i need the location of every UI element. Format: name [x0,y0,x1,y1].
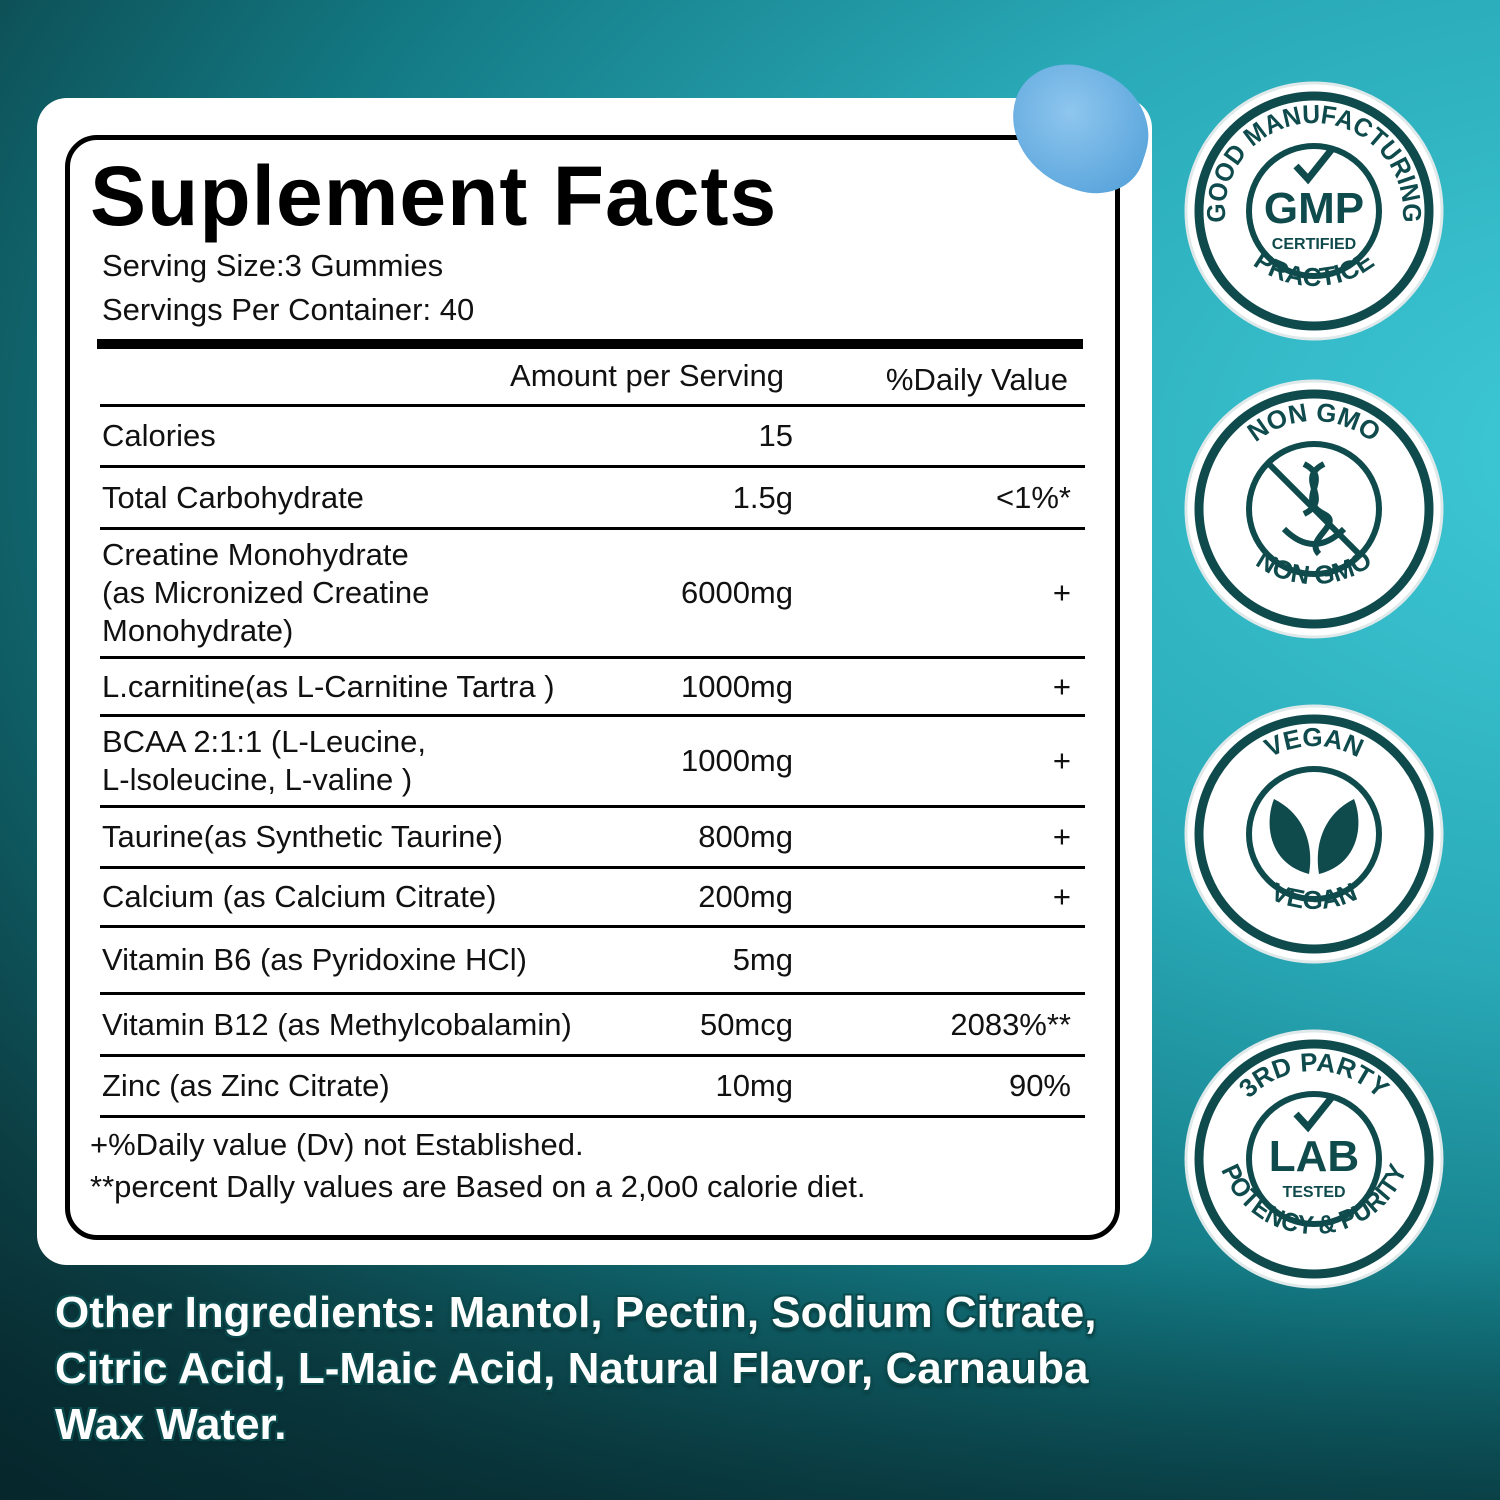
nutrient-dv: <1%* [996,479,1071,515]
nutrient-row: BCAA 2:1:1 (L-Leucine, L-lsoleucine, L-v… [100,714,1085,805]
nutrient-amount: 5mg [732,942,793,977]
nutrient-row: Creatine Monohydrate (as Micronized Crea… [100,527,1085,656]
footnote-dv: +%Daily value (Dv) not Established. [90,1127,584,1162]
nutrient-amount: 6000mg [680,575,793,610]
nutrient-row: Taurine(as Synthetic Taurine) 800mg + [100,805,1085,866]
nutrient-amount: 1000mg [680,668,793,704]
badge-center-text: LAB [1269,1132,1359,1181]
nutrient-row: L.carnitine(as L-Carnitine Tartra ) 1000… [100,656,1085,714]
divider [97,339,1083,349]
nutrient-name: Calcium (as Calcium Citrate) [102,879,497,914]
nutrient-amount: 1.5g [732,479,793,515]
facts-card [37,98,1152,1265]
footnote-percent: **percent Dally values are Based on a 2,… [90,1169,866,1204]
nutrient-amount: 1000mg [680,743,793,778]
nutrient-row: Calories 15 [100,404,1085,465]
badge-3rd-party: 3RD PARTY POTENCY & PURITY LAB TESTED [1184,1029,1444,1289]
dv-header: %Daily Value [885,362,1068,397]
nutrient-name: Total Carbohydrate [102,479,364,515]
badge-center-text: GMP [1264,184,1364,233]
nutrient-amount: 15 [758,418,793,453]
nutrient-name: Vitamin B12 (as Methylcobalamin) [102,1006,572,1042]
nutrient-row: Total Carbohydrate 1.5g <1%* [100,465,1085,527]
badge-good-manufacturing: GOOD MANUFACTURING PRACTICE GMP CERTIFIE… [1184,81,1444,341]
nutrient-name: Creatine Monohydrate (as Micronized Crea… [102,537,430,648]
dna-crossed-icon [1266,461,1362,557]
check-icon [1293,146,1335,185]
nutrient-name: Zinc (as Zinc Citrate) [102,1068,390,1103]
nutrient-dv: + [1052,575,1071,610]
nutrient-amount: 200mg [698,879,793,914]
other-ingredients: Other Ingredients: Mantol, Pectin, Sodiu… [55,1288,1097,1449]
nutrient-name: BCAA 2:1:1 (L-Leucine, L-lsoleucine, L-v… [102,724,426,797]
badge-vegan: VEGAN VEGAN [1184,704,1444,964]
nutrient-name: Calories [102,418,216,453]
nutrient-dv: + [1052,879,1071,914]
leaves-icon [1269,799,1359,874]
nutrient-row: Vitamin B6 (as Pyridoxine HCl) 5mg [100,925,1085,992]
facts-border [65,135,1120,1240]
nutrient-dv: 2083%** [950,1006,1071,1042]
background-shade [0,1250,1500,1500]
nutrient-row: Vitamin B12 (as Methylcobalamin) 50mcg 2… [100,992,1085,1054]
nutrient-name: L.carnitine(as L-Carnitine Tartra ) [102,668,555,704]
nutrient-dv: 90% [1008,1068,1071,1103]
nutrient-name: Taurine(as Synthetic Taurine) [102,819,503,854]
servings-per-container: Servings Per Container: 40 [102,292,475,327]
nutrient-row: Zinc (as Zinc Citrate) 10mg 90% [100,1054,1085,1118]
badge-sub-text: CERTIFIED [1272,236,1356,253]
panel-title: Suplement Facts [90,149,778,243]
nutrient-amount: 50mcg [699,1006,793,1042]
serving-size: Serving Size:3 Gummies [102,248,444,283]
nutrient-name: Vitamin B6 (as Pyridoxine HCl) [102,942,527,977]
nutrient-row: Calcium (as Calcium Citrate) 200mg + [100,866,1085,925]
nutrient-table: Calories 15 Total Carbohydrate 1.5g <1%*… [100,404,1085,1118]
amount-header: Amount per Serving [510,358,784,393]
nutrient-dv: + [1052,819,1071,854]
nutrient-dv: + [1052,743,1071,778]
nutrient-dv: + [1052,668,1071,704]
nutrient-amount: 800mg [698,819,793,854]
nutrient-amount: 10mg [715,1068,793,1103]
badge-sub-text: TESTED [1282,1184,1345,1201]
badge-non-gmo: NON GMO NON GMO [1184,379,1444,639]
check-icon [1293,1094,1335,1133]
